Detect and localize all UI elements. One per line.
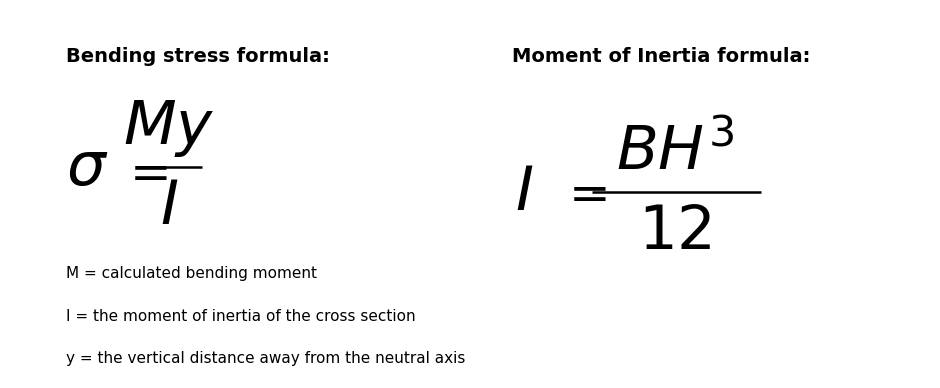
Text: M = calculated bending moment: M = calculated bending moment <box>66 266 317 281</box>
Text: y = the vertical distance away from the neutral axis: y = the vertical distance away from the … <box>66 352 465 366</box>
Text: I = the moment of inertia of the cross section: I = the moment of inertia of the cross s… <box>66 309 415 324</box>
Text: Bending stress formula:: Bending stress formula: <box>66 47 330 66</box>
Text: $I$: $I$ <box>515 165 534 223</box>
Text: $12$: $12$ <box>638 203 712 262</box>
Text: $=$: $=$ <box>120 149 168 197</box>
Text: $I$: $I$ <box>160 178 179 237</box>
Text: $My$: $My$ <box>123 97 215 159</box>
Text: $=$: $=$ <box>559 170 607 218</box>
Text: $\sigma$: $\sigma$ <box>66 139 108 198</box>
Text: $BH^3$: $BH^3$ <box>616 124 734 183</box>
Text: Moment of Inertia formula:: Moment of Inertia formula: <box>512 47 810 66</box>
